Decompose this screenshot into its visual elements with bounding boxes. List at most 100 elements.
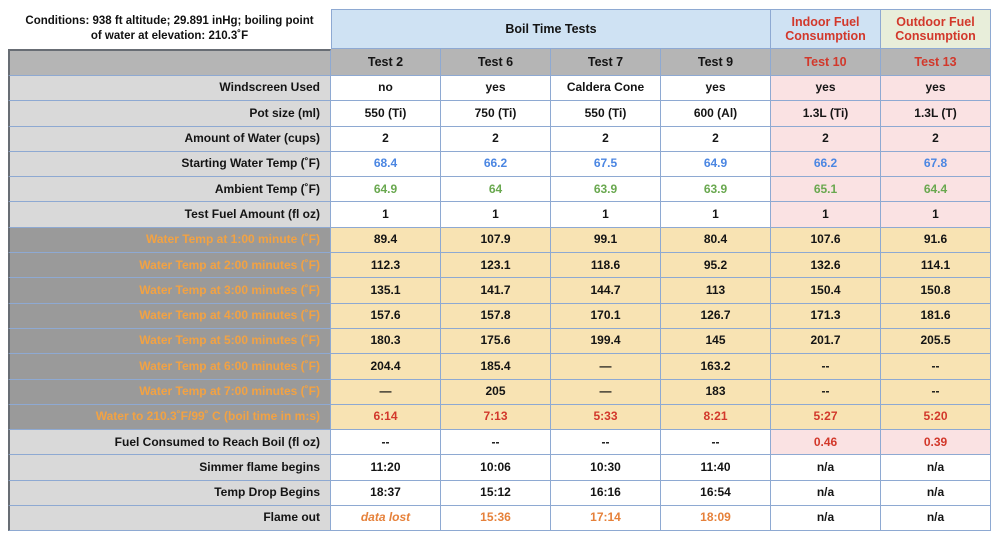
table-cell: 132.6: [771, 253, 881, 279]
table-cell: n/a: [881, 455, 991, 481]
row-label: Test Fuel Amount (fl oz): [8, 202, 331, 228]
row-label: Fuel Consumed to Reach Boil (fl oz): [8, 430, 331, 456]
table-cell: 180.3: [331, 328, 441, 355]
table-cell: 114.1: [881, 253, 991, 279]
column-header-test-2: Test 2: [331, 49, 441, 76]
header-boil-time-tests: Boil Time Tests: [331, 9, 771, 49]
table-cell: 170.1: [551, 303, 661, 329]
table-cell: 2: [771, 126, 881, 152]
table-cell: 2: [441, 126, 551, 152]
table-cell: 67.8: [881, 151, 991, 178]
table-cell: 204.4: [331, 354, 441, 380]
table-cell: 1: [771, 202, 881, 228]
table-cell: 16:54: [661, 480, 771, 507]
table-cell: 63.9: [661, 177, 771, 203]
table-cell: n/a: [771, 455, 881, 481]
table-cell: 5:33: [551, 404, 661, 431]
table-cell: 600 (Al): [661, 101, 771, 127]
table-cell: 0.46: [771, 430, 881, 456]
table-cell: yes: [661, 76, 771, 102]
table-cell: 66.2: [771, 151, 881, 178]
row-label: Water Temp at 5:00 minutes (˚F): [8, 328, 331, 355]
table-cell: 205.5: [881, 328, 991, 355]
table-cell: --: [551, 430, 661, 456]
table-cell: 150.4: [771, 278, 881, 304]
table-cell: 118.6: [551, 253, 661, 279]
table-cell: 550 (Ti): [551, 101, 661, 127]
table-cell: 6:14: [331, 404, 441, 431]
column-header-test-9: Test 9: [661, 49, 771, 76]
table-cell: 2: [881, 126, 991, 152]
column-header-test-13: Test 13: [881, 49, 991, 76]
table-cell: 66.2: [441, 151, 551, 178]
table-cell: 163.2: [661, 354, 771, 380]
header-outdoor-fuel-consumption: Outdoor Fuel Consumption: [881, 9, 991, 49]
table-cell: 95.2: [661, 253, 771, 279]
table-cell: 15:12: [441, 480, 551, 507]
table-cell: 550 (Ti): [331, 101, 441, 127]
table-cell: --: [661, 430, 771, 456]
table-cell: 0.39: [881, 430, 991, 456]
table-cell: 1.3L (T): [881, 101, 991, 127]
table-cell: 175.6: [441, 328, 551, 355]
table-cell: 63.9: [551, 177, 661, 203]
table-cell: 201.7: [771, 328, 881, 355]
column-header-spacer: [8, 49, 331, 76]
table-cell: 17:14: [551, 506, 661, 532]
table-cell: 1.3L (Ti): [771, 101, 881, 127]
table-cell: 123.1: [441, 253, 551, 279]
table-cell: 10:06: [441, 455, 551, 481]
table-cell: 99.1: [551, 227, 661, 254]
table-cell: 2: [661, 126, 771, 152]
table-cell: 91.6: [881, 227, 991, 254]
row-label: Pot size (ml): [8, 101, 331, 127]
table-cell: 11:40: [661, 455, 771, 481]
row-label: Starting Water Temp (˚F): [8, 151, 331, 178]
table-cell: --: [441, 430, 551, 456]
table-cell: --: [881, 379, 991, 405]
table-cell: 64.9: [661, 151, 771, 178]
table-cell: 205: [441, 379, 551, 405]
header-indoor-fuel-consumption: Indoor Fuel Consumption: [771, 9, 881, 49]
table-cell: 126.7: [661, 303, 771, 329]
column-header-test-6: Test 6: [441, 49, 551, 76]
row-label: Ambient Temp (˚F): [8, 177, 331, 203]
table-cell: 67.5: [551, 151, 661, 178]
row-label: Temp Drop Begins: [8, 480, 331, 507]
boil-test-table: Conditions: 938 ft altitude; 29.891 inHg…: [8, 9, 991, 532]
table-cell: yes: [441, 76, 551, 102]
row-label: Amount of Water (cups): [8, 126, 331, 152]
table-cell: 2: [551, 126, 661, 152]
table-cell: 11:20: [331, 455, 441, 481]
table-cell: --: [771, 379, 881, 405]
table-cell: 112.3: [331, 253, 441, 279]
table-cell: 18:37: [331, 480, 441, 507]
table-cell: --: [771, 354, 881, 380]
table-cell: 64.9: [331, 177, 441, 203]
column-header-test-10: Test 10: [771, 49, 881, 76]
conditions-note: Conditions: 938 ft altitude; 29.891 inHg…: [8, 9, 331, 49]
table-cell: 135.1: [331, 278, 441, 304]
table-cell: n/a: [881, 480, 991, 507]
table-cell: 1: [551, 202, 661, 228]
table-cell: —: [331, 379, 441, 405]
table-cell: 150.8: [881, 278, 991, 304]
table-cell: 10:30: [551, 455, 661, 481]
row-label: Water Temp at 3:00 minutes (˚F): [8, 278, 331, 304]
table-cell: 18:09: [661, 506, 771, 532]
table-cell: 171.3: [771, 303, 881, 329]
table-cell: yes: [771, 76, 881, 102]
table-cell: --: [331, 430, 441, 456]
table-cell: 185.4: [441, 354, 551, 380]
table-cell: 5:27: [771, 404, 881, 431]
table-cell: --: [881, 354, 991, 380]
row-label: Water Temp at 2:00 minutes (˚F): [8, 253, 331, 279]
table-cell: 107.9: [441, 227, 551, 254]
row-label: Water to 210.3˚F/99˚ C (boil time in m:s…: [8, 404, 331, 431]
table-cell: 15:36: [441, 506, 551, 532]
table-cell: 145: [661, 328, 771, 355]
row-label: Water Temp at 1:00 minute (˚F): [8, 227, 331, 254]
table-cell: 181.6: [881, 303, 991, 329]
table-cell: 2: [331, 126, 441, 152]
table-cell: 750 (Ti): [441, 101, 551, 127]
